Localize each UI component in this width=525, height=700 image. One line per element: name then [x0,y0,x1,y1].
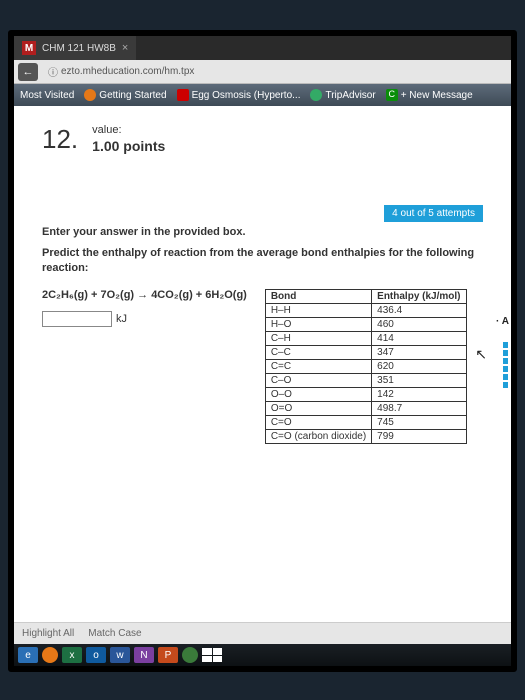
firefox-icon [84,89,96,101]
cursor-icon: ↖ [475,346,487,363]
question-number: 12. [42,124,78,155]
word-icon[interactable]: w [110,647,130,663]
site-icon: M [22,41,36,55]
table-row: C=O (carbon dioxide)799 [265,429,466,443]
bookmark-most-visited[interactable]: Most Visited [20,90,74,101]
tab-title: CHM 121 HW8B [42,43,116,54]
points: 1.00 points [92,138,165,154]
scroll-markers [503,342,508,388]
url-bar[interactable]: ⓘ ezto.mheducation.com/hm.tpx [42,64,194,79]
match-case[interactable]: Match Case [88,628,141,639]
onenote-icon[interactable]: N [134,647,154,663]
question-prompt: Predict the enthalpy of reaction from th… [42,246,483,277]
outlook-icon[interactable]: o [86,647,106,663]
table-row: C–H414 [265,331,466,345]
chrome-icon[interactable] [182,647,198,663]
excel-icon[interactable]: x [62,647,82,663]
windows-icon[interactable] [202,648,222,662]
table-row: O–O142 [265,387,466,401]
answer-input[interactable] [42,311,112,327]
attempts-badge: 4 out of 5 attempts [384,205,483,222]
c-icon: C [386,89,398,101]
url-text: ezto.mheducation.com/hm.tpx [61,66,194,77]
taskbar: e x o w N P [14,644,511,666]
table-row: H–H436.4 [265,303,466,317]
ie-icon[interactable]: e [18,647,38,663]
table-row: H–O460 [265,317,466,331]
table-row: C=C620 [265,359,466,373]
side-marker: · A [496,316,509,327]
table-row: C=O745 [265,415,466,429]
th-enthalpy: Enthalpy (kJ/mol) [372,289,466,303]
back-button[interactable]: ← [18,63,38,81]
table-row: O=O498.7 [265,401,466,415]
browser-tab-bar: M CHM 121 HW8B × [14,36,511,60]
find-bar: Highlight All Match Case [14,622,511,644]
bond-table: BondEnthalpy (kJ/mol) H–H436.4 H–O460 C–… [265,289,467,444]
bookmark-getting-started[interactable]: Getting Started [84,89,166,101]
nav-bar: ← ⓘ ezto.mheducation.com/hm.tpx [14,60,511,84]
equation: 2C₂H₆(g) + 7O₂(g) → 4CO₂(g) + 6H₂O(g) [42,289,247,301]
enter-instruction: Enter your answer in the provided box. [42,226,483,238]
bookmark-egg-osmosis[interactable]: Egg Osmosis (Hyperto... [177,89,301,101]
bookmark-new-message[interactable]: C+ New Message [386,89,473,101]
tripadvisor-icon [310,89,322,101]
powerpoint-icon[interactable]: P [158,647,178,663]
firefox-taskbar-icon[interactable] [42,647,58,663]
close-icon[interactable]: × [122,42,128,54]
youtube-icon [177,89,189,101]
bookmarks-bar: Most Visited Getting Started Egg Osmosis… [14,84,511,106]
browser-tab[interactable]: M CHM 121 HW8B × [14,36,136,60]
bookmark-tripadvisor[interactable]: TripAdvisor [310,89,375,101]
globe-icon: ⓘ [48,64,58,79]
page-content: 12. value: 1.00 points 4 out of 5 attemp… [14,106,511,622]
highlight-all[interactable]: Highlight All [22,628,74,639]
th-bond: Bond [265,289,371,303]
value-label: value: [92,124,165,136]
unit-label: kJ [116,313,127,325]
table-row: C–C347 [265,345,466,359]
table-row: C–O351 [265,373,466,387]
